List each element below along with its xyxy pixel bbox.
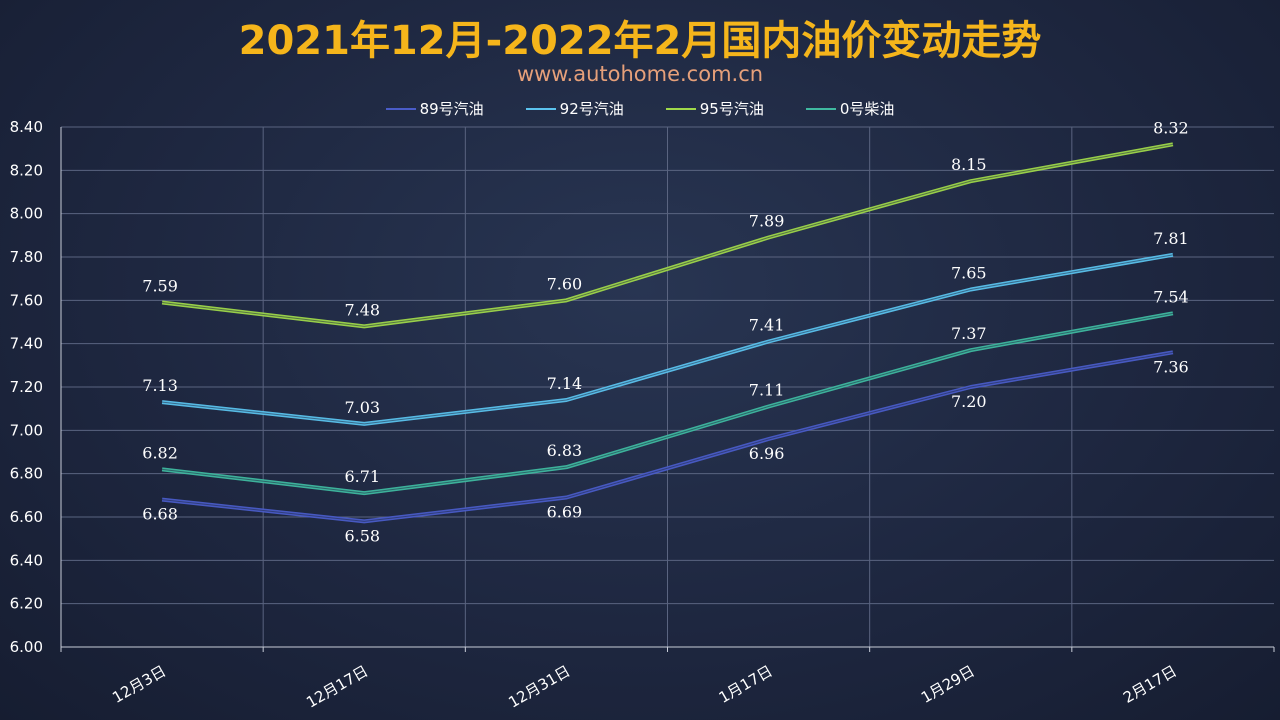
x-tick-label: 2月17日 xyxy=(1120,662,1180,707)
data-label: 7.37 xyxy=(951,324,987,343)
data-label: 7.11 xyxy=(749,381,785,400)
data-label: 6.82 xyxy=(142,443,178,462)
y-tick-label: 8.20 xyxy=(10,161,43,179)
data-label: 6.58 xyxy=(344,526,380,545)
data-label: 8.15 xyxy=(951,155,987,174)
series-line-inner xyxy=(162,312,1174,494)
data-label: 7.89 xyxy=(749,212,785,231)
y-tick-label: 7.20 xyxy=(10,378,43,396)
data-label: 6.68 xyxy=(142,505,178,524)
data-label: 7.41 xyxy=(749,316,785,335)
data-label: 7.36 xyxy=(1153,357,1189,376)
data-label: 8.32 xyxy=(1153,118,1189,137)
data-label: 7.03 xyxy=(344,398,380,417)
data-label: 7.48 xyxy=(344,300,380,319)
y-tick-label: 6.80 xyxy=(10,465,43,483)
series-line-inner xyxy=(162,254,1174,425)
legend-item: 89号汽油 xyxy=(385,98,484,119)
x-tick-label: 12月31日 xyxy=(505,662,573,712)
legend-label: 92号汽油 xyxy=(559,100,624,118)
data-label: 7.54 xyxy=(1153,287,1189,306)
legend-item: 92号汽油 xyxy=(525,98,624,119)
legend-label: 95号汽油 xyxy=(699,100,764,118)
y-tick-label: 6.00 xyxy=(10,638,43,656)
data-label: 6.83 xyxy=(547,441,583,460)
data-label: 6.96 xyxy=(749,444,785,463)
y-tick-label: 6.40 xyxy=(10,551,43,569)
x-tick-label: 12月17日 xyxy=(303,662,371,712)
y-tick-label: 6.60 xyxy=(10,508,43,526)
data-label: 7.59 xyxy=(142,277,178,296)
legend-swatch xyxy=(525,107,556,110)
data-label: 6.71 xyxy=(344,467,380,486)
legend-swatch xyxy=(385,107,416,110)
y-tick-label: 7.00 xyxy=(10,421,43,439)
data-label: 7.13 xyxy=(142,376,178,395)
data-label: 7.81 xyxy=(1153,229,1189,248)
series-line-inner xyxy=(162,351,1174,522)
chart-subtitle: www.autohome.com.cn xyxy=(516,62,764,86)
y-tick-label: 7.80 xyxy=(10,248,43,266)
x-tick-label: 1月17日 xyxy=(716,662,776,707)
legend-item: 0号柴油 xyxy=(805,98,895,119)
y-tick-label: 7.40 xyxy=(10,335,43,353)
legend: 89号汽油 92号汽油 95号汽油 0号柴油 xyxy=(0,98,1280,119)
data-label: 6.69 xyxy=(547,503,583,522)
data-label: 7.60 xyxy=(547,274,583,293)
y-tick-label: 8.40 xyxy=(10,118,43,136)
y-tick-label: 7.60 xyxy=(10,291,43,309)
legend-label: 89号汽油 xyxy=(419,100,484,118)
x-tick-label: 12月3日 xyxy=(109,662,169,707)
chart-title: 2021年12月-2022年2月国内油价变动走势 xyxy=(238,18,1042,64)
y-tick-label: 6.20 xyxy=(10,595,43,613)
legend-swatch xyxy=(665,107,696,110)
data-label: 7.20 xyxy=(951,392,987,411)
x-tick-label: 1月29日 xyxy=(918,662,978,707)
legend-swatch xyxy=(805,107,836,110)
data-label: 7.65 xyxy=(951,264,987,283)
data-label: 7.14 xyxy=(547,374,583,393)
legend-item: 95号汽油 xyxy=(665,98,764,119)
series-line-inner xyxy=(162,143,1174,327)
y-tick-label: 8.00 xyxy=(10,205,43,223)
legend-label: 0号柴油 xyxy=(839,100,895,118)
